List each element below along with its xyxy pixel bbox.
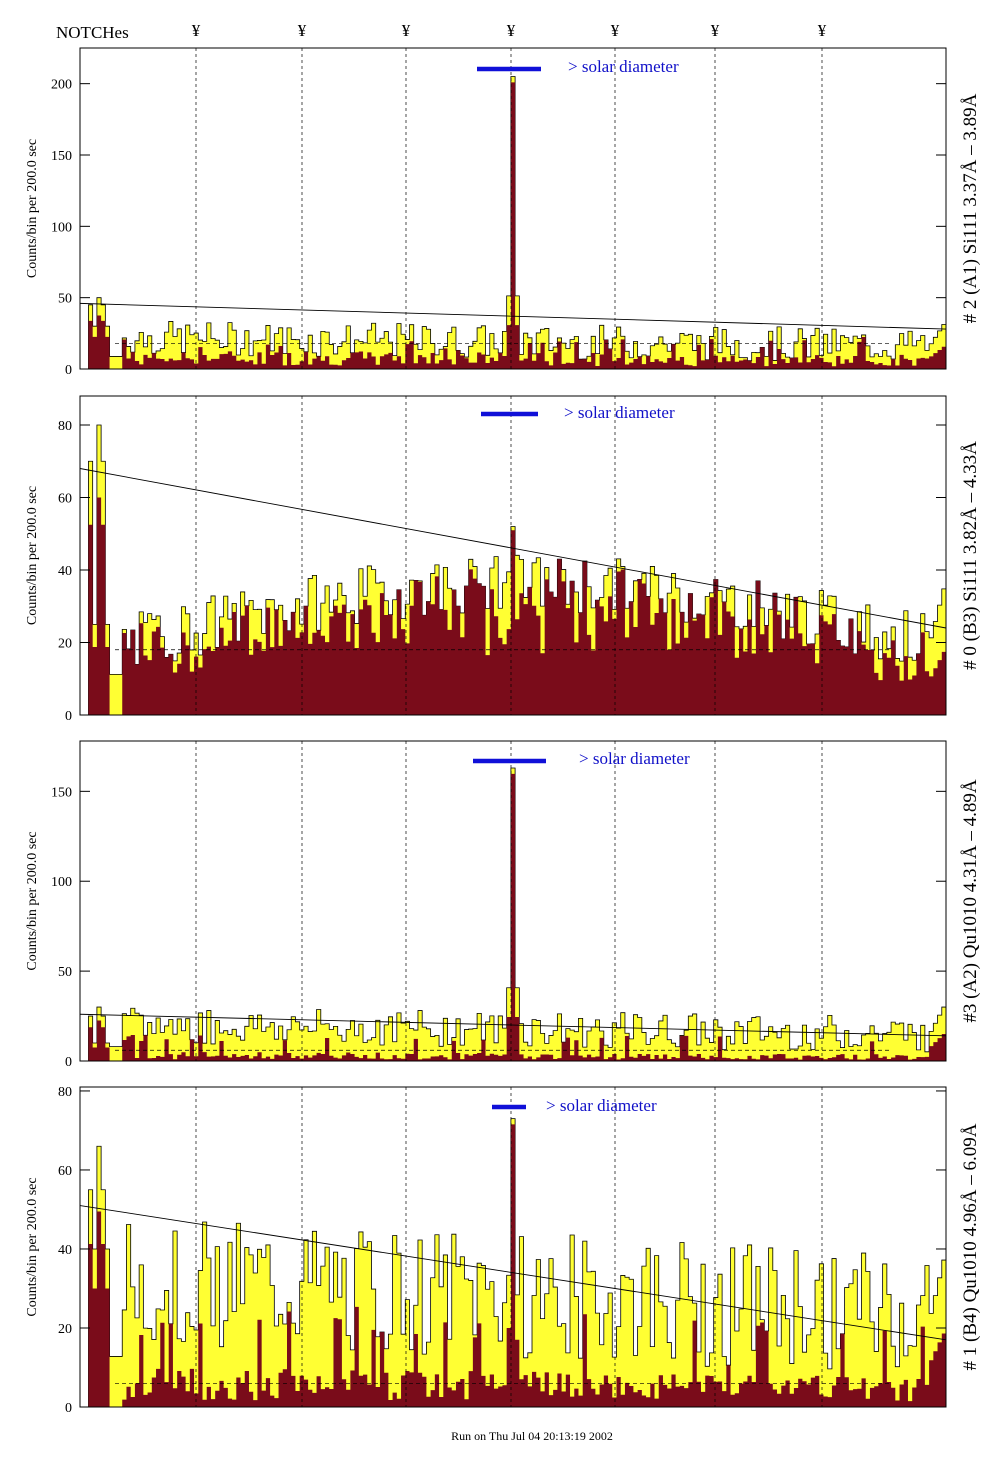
notch-marker-7: ¥ (818, 21, 827, 40)
run-timestamp: Run on Thu Jul 04 20:13:19 2002 (451, 1429, 613, 1443)
y-tick-label: 50 (58, 965, 72, 980)
trend-line (79, 468, 947, 629)
y-tick-label: 60 (58, 1164, 72, 1179)
plot-frame (79, 47, 947, 370)
y-tick-label: 20 (58, 637, 72, 652)
trend-line (79, 1013, 947, 1037)
y-tick-label: 150 (51, 785, 72, 800)
notch-marker-3: ¥ (402, 21, 411, 40)
notches-label: NOTCHes (56, 23, 129, 42)
y-tick-label: 60 (58, 492, 72, 507)
solar-diameter-label: > solar diameter (579, 749, 690, 768)
notch-marker-6: ¥ (711, 21, 720, 40)
filtered-counts-histogram (80, 82, 946, 369)
notch-marker-2: ¥ (298, 21, 307, 40)
y-axis-label: Counts/bin per 200.0 sec (25, 1177, 40, 1316)
solar-diameter-label: > solar diameter (568, 57, 679, 76)
y-tick-label: 80 (58, 1085, 72, 1100)
y-axis-label: Counts/bin per 200.0 sec (25, 139, 40, 278)
y-tick-label: 200 (51, 78, 72, 93)
notch-marker-1: ¥ (192, 21, 201, 40)
y-tick-label: 100 (51, 875, 72, 890)
trend-line (79, 302, 947, 330)
y-tick-label: 20 (58, 1322, 72, 1337)
panel-1: 0 50 100 150 200 Counts/bin per 200.0 sec # 2 … (25, 47, 981, 378)
panel-4: 0 20 40 60 80 Counts/bin per 200.0 sec # 1 (B4… (25, 1085, 981, 1416)
notch-marker-4: ¥ (507, 21, 516, 40)
y-tick-label: 0 (65, 1401, 72, 1416)
y-tick-label: 0 (65, 363, 72, 378)
filtered-counts-histogram (80, 497, 946, 715)
y-axis-label: Counts/bin per 200.0 sec (25, 486, 40, 625)
panel-side-label: #3 (A2) Qu1010 4.31Å – 4.89Å (960, 779, 981, 1023)
y-tick-label: 80 (58, 419, 72, 434)
plot-frame (79, 1086, 947, 1408)
panel-side-label: # 2 (A1) Si111 3.37Å – 3.89Å (960, 93, 981, 323)
y-tick-label: 100 (51, 220, 72, 235)
solar-diameter-label: > solar diameter (564, 403, 675, 422)
y-tick-label: 40 (58, 1243, 72, 1258)
panel-side-label: # 1 (B4) Qu1010 4.96Å – 6.09Å (960, 1123, 981, 1370)
panel-2: 0 20 40 60 80 Counts/bin per 200.0 sec # 0 (B3… (25, 395, 981, 724)
y-tick-label: 150 (51, 149, 72, 164)
trend-line (79, 1205, 947, 1341)
panel-3: 0 50 100 150 Counts/bin per 200.0 sec #3 (A2)… (25, 740, 981, 1070)
notch-marker-5: ¥ (611, 21, 620, 40)
plot-frame (79, 395, 947, 716)
panel-side-label: # 0 (B3) Si111 3.82Å – 4.33Å (960, 441, 981, 670)
notch-markers: ¥ ¥ ¥ ¥ ¥ ¥ ¥ (192, 21, 827, 40)
y-tick-label: 0 (65, 1055, 72, 1070)
y-tick-label: 40 (58, 564, 72, 579)
plot-frame (79, 740, 947, 1062)
solar-diameter-label: > solar diameter (546, 1096, 657, 1115)
y-axis-label: Counts/bin per 200.0 sec (25, 831, 40, 970)
y-tick-label: 50 (58, 292, 72, 307)
filtered-counts-histogram (80, 1124, 946, 1407)
filtered-counts-histogram (80, 773, 946, 1061)
y-tick-label: 0 (65, 709, 72, 724)
